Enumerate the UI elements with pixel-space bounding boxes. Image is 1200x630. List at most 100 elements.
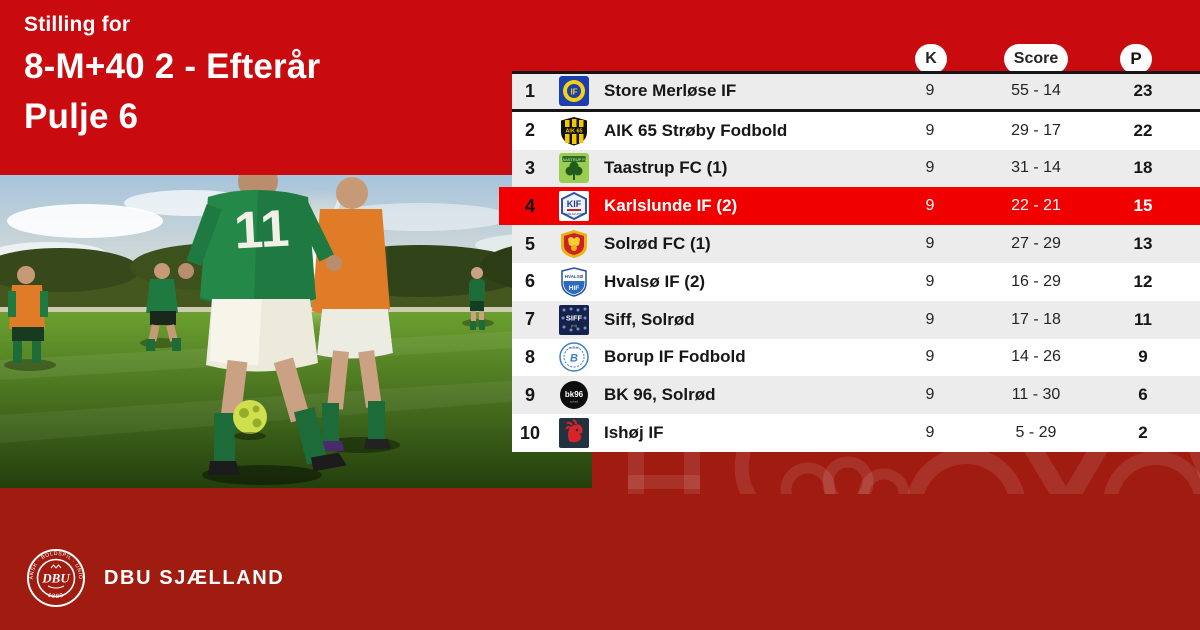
- score-value: 11 - 30: [1011, 386, 1061, 404]
- org-name: DBU SJÆLLAND: [104, 566, 285, 589]
- eyebrow-label: Stilling for: [24, 13, 131, 36]
- pool-subtitle: Pulje 6: [24, 97, 139, 136]
- matches-value: 9: [925, 121, 935, 139]
- dbu-watermark-icon: [596, 452, 1200, 494]
- position-number: 6: [524, 271, 535, 292]
- points-value: 9: [1138, 347, 1148, 367]
- team-logo-borup-icon: B BORUP: [548, 342, 600, 373]
- svg-text:· 1889 ·: · 1889 ·: [42, 590, 71, 600]
- score-value: 17 - 18: [1011, 310, 1061, 328]
- matches-value: 9: [925, 310, 935, 328]
- title-block: Stilling for 8-M+40 2 - Efterår Pulje 6: [24, 13, 320, 137]
- position-number: 7: [524, 309, 535, 330]
- position-number: 2: [524, 120, 535, 141]
- matches-value: 9: [925, 82, 935, 100]
- team-logo-taastrup-icon: TAASTRUP FC: [548, 153, 600, 184]
- svg-text:HVALSØ: HVALSØ: [565, 274, 584, 279]
- column-badge-score: Score: [1004, 44, 1068, 74]
- position-number: 5: [524, 233, 535, 254]
- points-value: 23: [1133, 81, 1153, 101]
- table-row: 5 Solrød FC (1) 9 27 - 29 13: [512, 225, 1200, 263]
- svg-text:HIF: HIF: [569, 285, 580, 292]
- matches-value: 9: [925, 348, 935, 366]
- team-name: Taastrup FC (1): [604, 158, 728, 178]
- pool-title: 8-M+40 2 - Efterår: [24, 47, 321, 86]
- svg-text:IF: IF: [570, 88, 577, 97]
- table-row: 10 Ishøj IF 9 5 - 29 2: [512, 414, 1200, 452]
- emblem-year-text: · 1889 ·: [42, 590, 70, 600]
- svg-text:AIK 65: AIK 65: [565, 128, 582, 134]
- score-value: 55 - 14: [1011, 82, 1061, 100]
- team-logo-solrod-icon: [548, 229, 600, 259]
- matches-value: 9: [925, 386, 935, 404]
- team-name: BK 96, Solrød: [604, 385, 716, 405]
- svg-text:(m): (m): [571, 323, 578, 328]
- team-name: Hvalsø IF (2): [604, 271, 706, 291]
- svg-text:B: B: [570, 353, 578, 365]
- table-row: 3 TAASTRUP FC Taastrup FC (1) 9 31 - 14 …: [512, 149, 1200, 188]
- score-value: 22 - 21: [1011, 197, 1061, 215]
- points-value: 15: [1133, 196, 1153, 216]
- score-value: 31 - 14: [1011, 159, 1061, 177]
- points-value: 13: [1133, 234, 1153, 254]
- matches-value: 9: [925, 159, 935, 177]
- points-value: 11: [1134, 309, 1152, 329]
- team-logo-siff-icon: SIFF (m): [548, 304, 600, 335]
- score-value: 14 - 26: [1011, 348, 1061, 366]
- match-photo: 11: [0, 161, 640, 488]
- position-number: 3: [524, 157, 535, 178]
- svg-text:SIFF: SIFF: [566, 313, 583, 322]
- footer: DANSK · BOLDSPIL · UNION · 1889 · DBU DB…: [26, 548, 284, 608]
- team-name: Borup IF Fodbold: [604, 347, 746, 367]
- team-name: Store Merløse IF: [604, 81, 737, 101]
- team-name: Karlslunde IF (2): [604, 196, 738, 216]
- points-value: 12: [1133, 271, 1153, 291]
- standings-table: 1 IF Store Merløse IF 9 55 - 14 23 2 AIK…: [499, 71, 1200, 452]
- table-row: 9 bk96 solrød BK 96, Solrød 9 11 - 30 6: [512, 376, 1200, 415]
- team-name: Ishøj IF: [604, 423, 664, 443]
- svg-text:BORUP: BORUP: [569, 346, 580, 350]
- emblem-center-text: DBU: [41, 571, 70, 586]
- team-logo-bk96-icon: bk96 solrød: [548, 380, 600, 410]
- position-number: 4: [524, 195, 535, 216]
- column-badge-points: P: [1120, 44, 1152, 74]
- team-logo-aik65-icon: AIK 65: [548, 116, 600, 146]
- svg-text:KIF: KIF: [567, 199, 582, 209]
- team-logo-karlslunde-icon: KIF KARLSLUNDE: [548, 191, 600, 222]
- score-value: 27 - 29: [1011, 235, 1061, 253]
- table-row: 1 IF Store Merløse IF 9 55 - 14 23: [512, 74, 1200, 112]
- points-value: 2: [1138, 423, 1148, 443]
- points-value: 18: [1133, 158, 1153, 178]
- svg-text:11: 11: [233, 200, 291, 261]
- table-row: 7 SIFF (m) Siff, Solrød 9 17 - 18 11: [512, 300, 1200, 339]
- table-row-highlighted: 4 KIF KARLSLUNDE Karlslunde IF (2) 9 22 -…: [499, 187, 1200, 226]
- table-row: 2 AIK 65 AIK 65 Strøby Fodbold 9 29 - 17…: [512, 111, 1200, 150]
- svg-text:TAASTRUP FC: TAASTRUP FC: [560, 157, 588, 162]
- dbu-emblem-icon: DANSK · BOLDSPIL · UNION · 1889 · DBU: [26, 548, 85, 607]
- matches-value: 9: [925, 272, 935, 290]
- team-name: AIK 65 Strøby Fodbold: [604, 120, 788, 140]
- team-logo-hvalso-icon: HVALSØ HIF: [548, 267, 600, 297]
- column-badge-matches: K: [915, 44, 947, 74]
- score-value: 5 - 29: [1015, 424, 1057, 442]
- score-value: 16 - 29: [1011, 272, 1061, 290]
- position-number: 1: [524, 80, 535, 101]
- table-row: 6 HVALSØ HIF Hvalsø IF (2) 9 16 - 29 12: [512, 262, 1200, 301]
- position-number: 10: [519, 422, 541, 443]
- points-value: 6: [1138, 385, 1148, 405]
- svg-text:solrød: solrød: [570, 400, 579, 404]
- position-number: 8: [524, 346, 535, 367]
- score-value: 29 - 17: [1011, 121, 1061, 139]
- team-logo-merlose-icon: IF: [548, 76, 600, 107]
- position-number: 9: [524, 384, 535, 405]
- matches-value: 9: [925, 235, 935, 253]
- team-logo-ishoj-icon: [548, 418, 600, 449]
- table-row: 8 B BORUP Borup IF Fodbold 9 14 - 26 9: [512, 338, 1200, 377]
- svg-text:bk96: bk96: [565, 390, 584, 399]
- matches-value: 9: [925, 424, 935, 442]
- team-name: Siff, Solrød: [604, 309, 695, 329]
- svg-text:KARLSLUNDE: KARLSLUNDE: [564, 212, 584, 216]
- matches-value: 9: [925, 197, 935, 215]
- points-value: 22: [1133, 120, 1153, 140]
